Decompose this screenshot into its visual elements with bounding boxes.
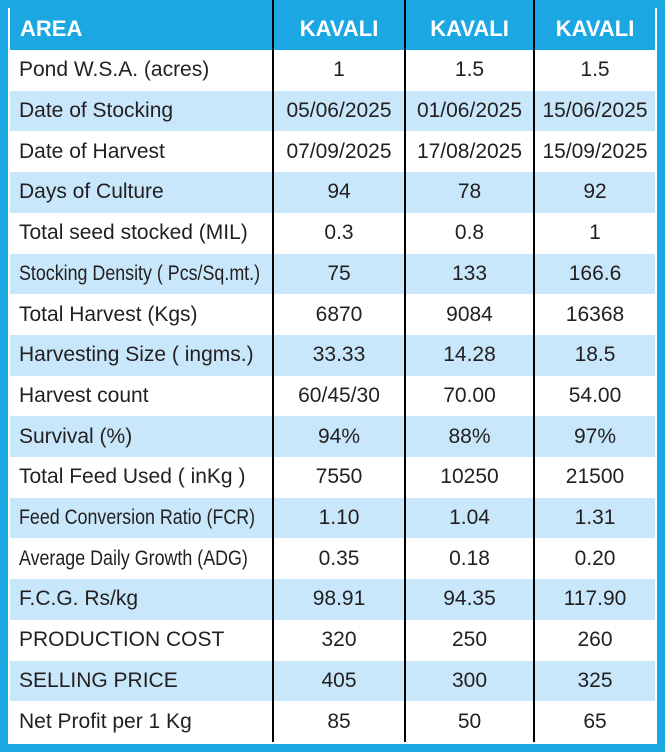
row-label: Survival (%) [10,416,272,458]
row-label: Total seed stocked (MIL) [10,212,272,254]
table-row: Feed Conversion Ratio (FCR) 1.10 1.04 1.… [10,497,655,539]
row-value-kavali-2: 01/06/2025 [404,90,533,132]
row-value-kavali-3: 15/09/2025 [533,131,655,173]
row-value-kavali-2: 50 [404,701,533,742]
table-row: Pond W.S.A. (acres) 1 1.5 1.5 [10,50,655,91]
row-label: Net Profit per 1 Kg [10,701,272,742]
row-value-kavali-3: 1 [533,212,655,254]
table-row: Average Daily Growth (ADG) 0.35 0.18 0.2… [10,538,655,580]
row-value-kavali-1: 0.35 [272,538,404,580]
table-row: Date of Harvest 07/09/2025 17/08/2025 15… [10,131,655,173]
header-row: AREA KAVALI KAVALI KAVALI [10,8,655,50]
row-value-kavali-1: 94 [272,172,404,213]
row-value-kavali-3: 54.00 [533,375,655,417]
row-value-kavali-2: 133 [404,253,533,295]
table-row: F.C.G. Rs/kg 98.91 94.35 117.90 [10,579,655,620]
row-value-kavali-2: 0.18 [404,538,533,580]
table-row: Total seed stocked (MIL) 0.3 0.8 1 [10,212,655,254]
row-value-kavali-1: 7550 [272,457,404,498]
row-value-kavali-2: 0.8 [404,212,533,254]
row-value-kavali-1: 85 [272,701,404,742]
row-value-kavali-3: 1.5 [533,50,655,91]
table-body: Pond W.S.A. (acres) 1 1.5 1.5 Date of St… [10,50,655,742]
row-value-kavali-1: 05/06/2025 [272,90,404,132]
column-divider [272,0,274,8]
row-value-kavali-1: 1.10 [272,497,404,539]
header-area-label: AREA [10,8,272,50]
row-value-kavali-2: 70.00 [404,375,533,417]
row-value-kavali-2: 250 [404,619,533,661]
row-value-kavali-3: 65 [533,701,655,742]
row-value-kavali-1: 0.3 [272,212,404,254]
row-label: Days of Culture [10,172,272,213]
row-value-kavali-1: 75 [272,253,404,295]
row-value-kavali-2: 17/08/2025 [404,131,533,173]
row-value-kavali-3: 166.6 [533,253,655,295]
row-value-kavali-3: 325 [533,660,655,702]
row-value-kavali-3: 97% [533,416,655,458]
row-label: Feed Conversion Ratio (FCR) [10,497,272,539]
row-label: Total Harvest (Kgs) [10,294,272,335]
row-value-kavali-1: 33.33 [272,334,404,376]
row-value-kavali-3: 0.20 [533,538,655,580]
column-divider [404,0,406,8]
header-col-kavali-2: KAVALI [404,8,533,50]
row-value-kavali-1: 405 [272,660,404,702]
row-label: Total Feed Used ( inKg ) [10,457,272,498]
table-row: PRODUCTION COST 320 250 260 [10,619,655,661]
row-label: Stocking Density ( Pcs/Sq.mt.) [10,253,272,295]
farm-data-table: AREA KAVALI KAVALI KAVALI Pond W.S.A. (a… [10,8,655,742]
row-value-kavali-1: 07/09/2025 [272,131,404,173]
row-label: Average Daily Growth (ADG) [10,538,272,580]
row-value-kavali-2: 300 [404,660,533,702]
row-value-kavali-1: 320 [272,619,404,661]
row-value-kavali-3: 1.31 [533,497,655,539]
row-value-kavali-3: 117.90 [533,579,655,620]
row-value-kavali-1: 98.91 [272,579,404,620]
row-label: Date of Stocking [10,90,272,132]
table-row: Harvesting Size ( ingms.) 33.33 14.28 18… [10,334,655,376]
row-value-kavali-2: 1.5 [404,50,533,91]
row-value-kavali-2: 9084 [404,294,533,335]
column-divider [533,0,535,8]
row-value-kavali-2: 88% [404,416,533,458]
row-value-kavali-2: 78 [404,172,533,213]
row-label: SELLING PRICE [10,660,272,702]
row-label: Pond W.S.A. (acres) [10,50,272,91]
table-row: Harvest count 60/45/30 70.00 54.00 [10,375,655,417]
row-value-kavali-3: 21500 [533,457,655,498]
row-value-kavali-1: 1 [272,50,404,91]
table-header: AREA KAVALI KAVALI KAVALI [10,8,655,50]
table-row: SELLING PRICE 405 300 325 [10,660,655,702]
row-value-kavali-2: 1.04 [404,497,533,539]
row-label: Harvesting Size ( ingms.) [10,334,272,376]
row-value-kavali-1: 60/45/30 [272,375,404,417]
table-row: Total Harvest (Kgs) 6870 9084 16368 [10,294,655,335]
table-row: Days of Culture 94 78 92 [10,172,655,213]
row-value-kavali-2: 94.35 [404,579,533,620]
row-value-kavali-3: 260 [533,619,655,661]
row-label: Harvest count [10,375,272,417]
row-label: Date of Harvest [10,131,272,173]
row-value-kavali-3: 92 [533,172,655,213]
row-value-kavali-1: 94% [272,416,404,458]
row-label: PRODUCTION COST [10,619,272,661]
header-col-kavali-1: KAVALI [272,8,404,50]
table-row: Date of Stocking 05/06/2025 01/06/2025 1… [10,90,655,132]
row-label: F.C.G. Rs/kg [10,579,272,620]
table-row: Net Profit per 1 Kg 85 50 65 [10,701,655,742]
table-row: Stocking Density ( Pcs/Sq.mt.) 75 133 16… [10,253,655,295]
table-row: Total Feed Used ( inKg ) 7550 10250 2150… [10,457,655,498]
row-value-kavali-3: 15/06/2025 [533,90,655,132]
row-value-kavali-1: 6870 [272,294,404,335]
header-col-kavali-3: KAVALI [533,8,655,50]
row-value-kavali-3: 18.5 [533,334,655,376]
row-value-kavali-2: 10250 [404,457,533,498]
table-row: Survival (%) 94% 88% 97% [10,416,655,458]
row-value-kavali-3: 16368 [533,294,655,335]
row-value-kavali-2: 14.28 [404,334,533,376]
